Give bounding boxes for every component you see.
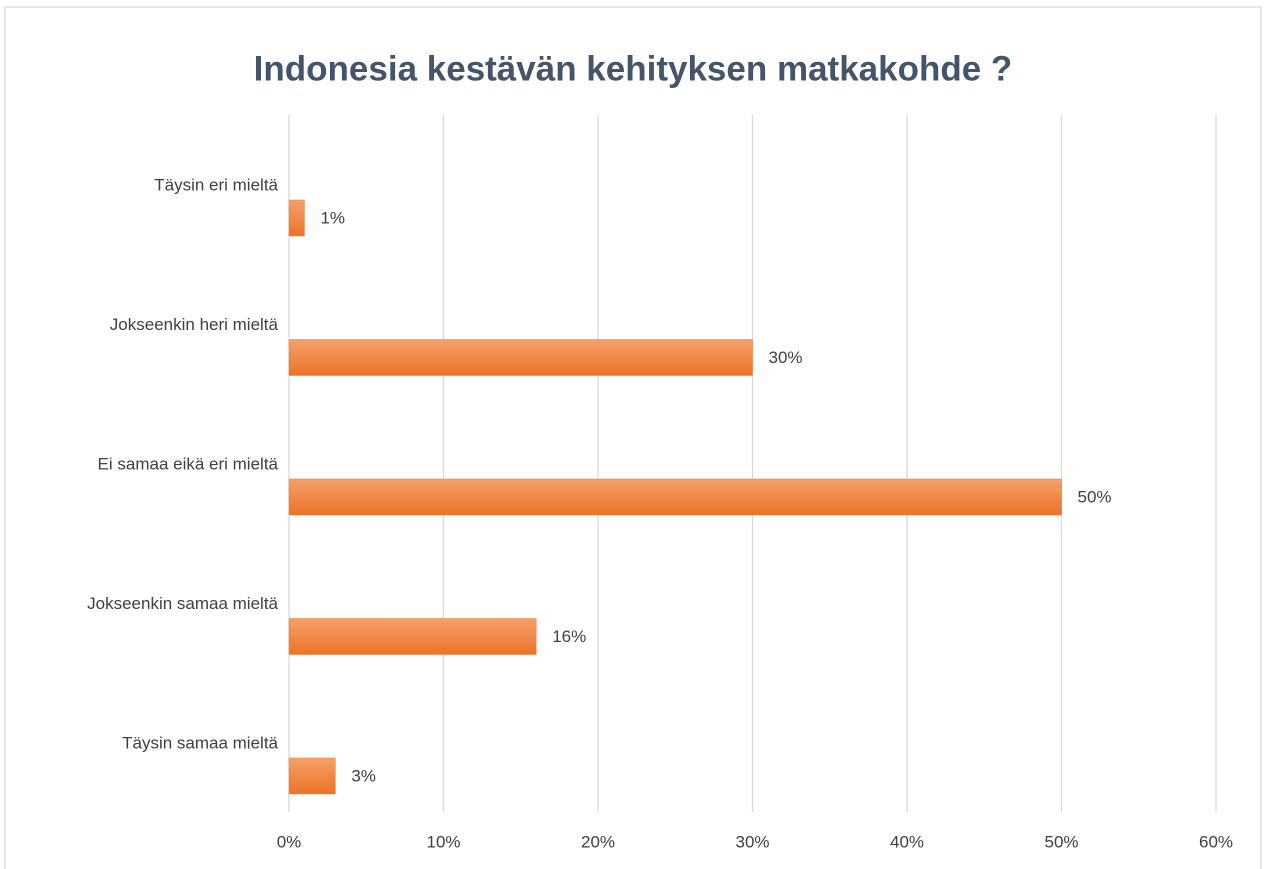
bar bbox=[288, 618, 537, 655]
x-tick-label: 20% bbox=[581, 832, 615, 851]
bar bbox=[288, 478, 1062, 516]
bar bbox=[288, 757, 336, 795]
x-tick-label: 60% bbox=[1199, 832, 1233, 851]
data-label: 16% bbox=[552, 627, 586, 646]
x-tick-label: 30% bbox=[735, 832, 769, 851]
bar bbox=[288, 199, 305, 237]
data-label: 30% bbox=[769, 348, 803, 367]
y-tick-label: Jokseenkin heri mieltä bbox=[110, 315, 279, 334]
chart-border bbox=[4, 6, 1262, 869]
data-label: 50% bbox=[1078, 487, 1112, 506]
y-tick-label: Täysin samaa mieltä bbox=[122, 733, 278, 752]
bar bbox=[288, 339, 753, 376]
x-tick-label: 40% bbox=[890, 832, 924, 851]
x-tick-label: 50% bbox=[1044, 832, 1078, 851]
data-label: 3% bbox=[351, 766, 376, 785]
x-tick-label: 0% bbox=[277, 832, 302, 851]
data-label: 1% bbox=[320, 208, 345, 227]
y-tick-label: Jokseenkin samaa mieltä bbox=[87, 594, 278, 613]
y-tick-label: Ei samaa eikä eri mieltä bbox=[98, 454, 279, 473]
chart-title: Indonesia kestävän kehityksen matkakohde… bbox=[254, 49, 1013, 88]
y-tick-label: Täysin eri mieltä bbox=[154, 175, 278, 194]
x-tick-label: 10% bbox=[426, 832, 460, 851]
